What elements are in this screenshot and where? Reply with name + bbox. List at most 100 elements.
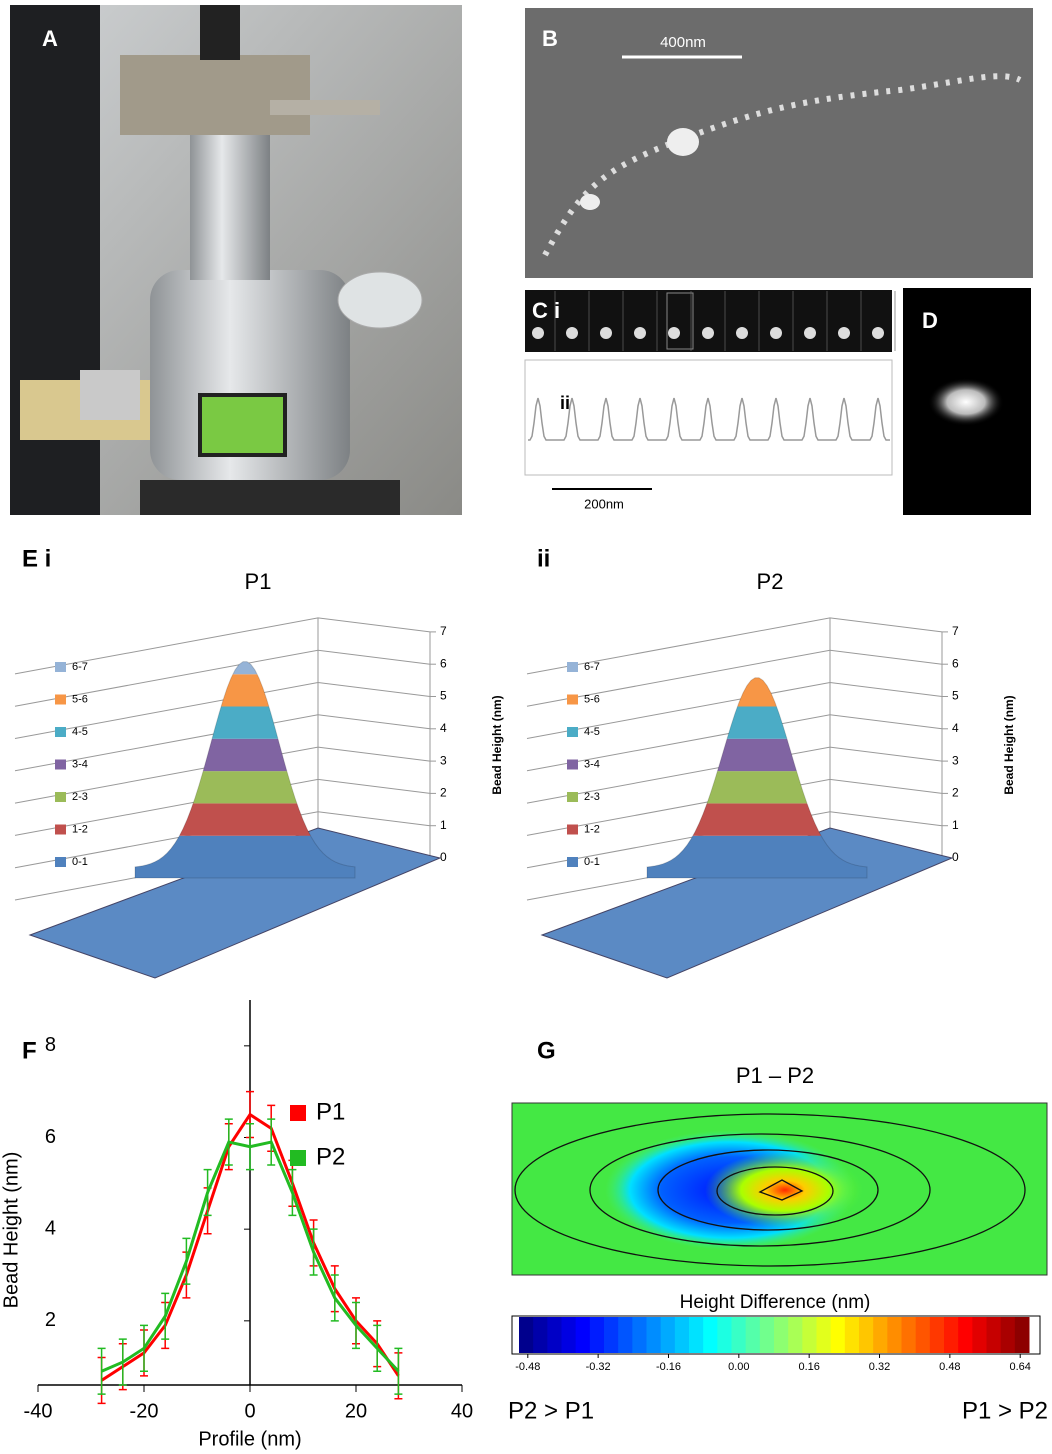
bead: [566, 327, 578, 339]
colorbar-step: [689, 1317, 704, 1353]
legend-swatch: [55, 857, 66, 867]
surface-band: [726, 706, 788, 739]
colorbar-step: [575, 1317, 591, 1353]
afm-image-b: 400nm B: [525, 8, 1033, 278]
legend-label: 4-5: [72, 726, 88, 738]
z-axis-label: Bead Height (nm): [1002, 695, 1016, 794]
colorbar-tick-label: -0.48: [515, 1361, 540, 1373]
legend-label: 0-1: [72, 856, 88, 868]
panel-label: E i: [22, 545, 51, 572]
z-tick-label: 4: [440, 721, 447, 735]
colorbar-step: [731, 1317, 747, 1353]
legend-swatch: [55, 759, 66, 770]
legend-label: 2-3: [584, 791, 600, 803]
colorbar-label: Height Difference (nm): [680, 1292, 871, 1313]
z-tick-label: 1: [952, 818, 959, 832]
series-line: [101, 1140, 400, 1373]
colorbar-step: [986, 1317, 1002, 1353]
legend-label: P1: [316, 1098, 345, 1125]
legend-label: 3-4: [584, 758, 600, 770]
legend-swatch: [290, 1105, 306, 1121]
surface-band: [736, 677, 778, 707]
legend-swatch: [567, 694, 578, 705]
panel-label: ii: [537, 545, 550, 572]
bead: [532, 327, 544, 339]
z-tick-label: 5: [952, 689, 959, 703]
legend-swatch: [55, 662, 66, 672]
surface-band: [202, 738, 288, 772]
legend-swatch: [290, 1150, 306, 1166]
surface-band: [192, 771, 298, 804]
profile-trace: [527, 397, 890, 441]
series-line: [100, 1112, 400, 1382]
colorbar-step: [901, 1317, 917, 1353]
heatmap: [511, 1102, 1048, 1276]
z-tick-label: 0: [440, 850, 447, 864]
colorbar-step: [632, 1317, 647, 1353]
legend-label: 5-6: [584, 693, 600, 705]
legend-label: 1-2: [72, 823, 88, 835]
panel-label: ii: [560, 393, 570, 413]
z-tick-label: 1: [440, 818, 447, 832]
panel-c: 200nm C i ii: [524, 290, 893, 511]
legend-swatch: [567, 759, 578, 770]
colorbar-step: [646, 1317, 662, 1353]
legend-label: 5-6: [72, 693, 88, 705]
surface-band: [716, 738, 798, 772]
z-tick-label: 2: [440, 786, 447, 800]
z-tick-label: 6: [952, 656, 959, 670]
colorbar-step: [944, 1317, 959, 1353]
colorbar-step: [717, 1317, 732, 1353]
legend-label: P2: [316, 1143, 345, 1170]
chart-title: P2: [757, 569, 784, 594]
colorbar-step: [830, 1317, 846, 1353]
scale-bar-label: 400nm: [660, 34, 706, 51]
colorbar-step: [972, 1317, 987, 1353]
legend-swatch: [55, 694, 66, 705]
y-axis-label: Bead Height (nm): [0, 1152, 22, 1309]
panel-label: G: [537, 1037, 556, 1064]
photo-a: A: [10, 5, 462, 515]
bead: [600, 327, 612, 339]
colorbar-step: [1014, 1317, 1030, 1353]
panel-label: A: [42, 26, 58, 51]
y-tick-label: 8: [45, 1034, 56, 1056]
z-tick-label: 3: [952, 753, 959, 767]
x-tick-label: 0: [244, 1400, 255, 1422]
x-tick-label: 40: [451, 1400, 473, 1422]
scale-bar-label: 200nm: [584, 496, 624, 511]
colorbar-step: [589, 1317, 605, 1353]
z-tick-label: 7: [440, 624, 447, 638]
z-tick-label: 3: [440, 753, 447, 767]
colorbar-step: [859, 1317, 874, 1353]
legend-swatch: [567, 824, 578, 835]
colorbar-step: [844, 1317, 860, 1353]
chart-title: P1: [245, 569, 272, 594]
surface-band: [211, 706, 279, 739]
legend-label: 2-3: [72, 791, 88, 803]
legend-swatch: [55, 727, 66, 737]
legend-swatch: [55, 792, 66, 802]
colorbar-step: [759, 1317, 775, 1353]
x-tick-label: -40: [24, 1400, 53, 1422]
x-tick-label: 20: [345, 1400, 367, 1422]
colorbar-tick-label: 0.48: [939, 1361, 960, 1373]
surface-band: [706, 771, 808, 804]
colorbar-step: [802, 1317, 817, 1353]
surface-band: [220, 674, 270, 707]
colorbar-tick-label: 0.64: [1009, 1361, 1030, 1373]
x-axis-label: Profile (nm): [198, 1428, 301, 1450]
panel-label: B: [542, 26, 558, 51]
colorbar-step: [873, 1317, 888, 1353]
colorbar-tick-label: 0.16: [798, 1361, 819, 1373]
legend-label: 0-1: [584, 856, 600, 868]
surface-band: [692, 803, 822, 836]
colorbar-step: [660, 1317, 676, 1353]
colorbar-step: [1000, 1317, 1016, 1353]
legend-label: 4-5: [584, 726, 600, 738]
colorbar-step: [774, 1317, 789, 1353]
colorbar-step: [915, 1317, 931, 1353]
bead: [804, 327, 816, 339]
z-axis-label: Bead Height (nm): [490, 695, 504, 794]
